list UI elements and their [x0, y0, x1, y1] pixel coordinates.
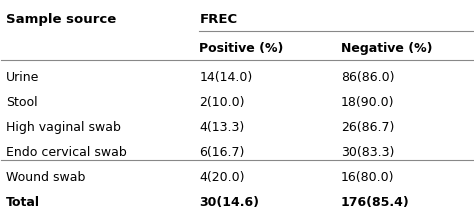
Text: FREC: FREC [199, 13, 237, 26]
Text: Positive (%): Positive (%) [199, 42, 283, 55]
Text: Total: Total [6, 196, 40, 210]
Text: 86(86.0): 86(86.0) [341, 71, 394, 84]
Text: 30(14.6): 30(14.6) [199, 196, 259, 210]
Text: 30(83.3): 30(83.3) [341, 146, 394, 159]
Text: Wound swab: Wound swab [6, 171, 85, 184]
Text: Endo cervical swab: Endo cervical swab [6, 146, 127, 159]
Text: Stool: Stool [6, 96, 38, 109]
Text: 4(13.3): 4(13.3) [199, 121, 245, 134]
Text: 4(20.0): 4(20.0) [199, 171, 245, 184]
Text: 2(10.0): 2(10.0) [199, 96, 245, 109]
Text: 16(80.0): 16(80.0) [341, 171, 394, 184]
Text: Sample source: Sample source [6, 13, 116, 26]
Text: Urine: Urine [6, 71, 39, 84]
Text: 6(16.7): 6(16.7) [199, 146, 245, 159]
Text: 26(86.7): 26(86.7) [341, 121, 394, 134]
Text: 18(90.0): 18(90.0) [341, 96, 394, 109]
Text: Negative (%): Negative (%) [341, 42, 432, 55]
Text: 14(14.0): 14(14.0) [199, 71, 253, 84]
Text: 176(85.4): 176(85.4) [341, 196, 410, 210]
Text: High vaginal swab: High vaginal swab [6, 121, 121, 134]
